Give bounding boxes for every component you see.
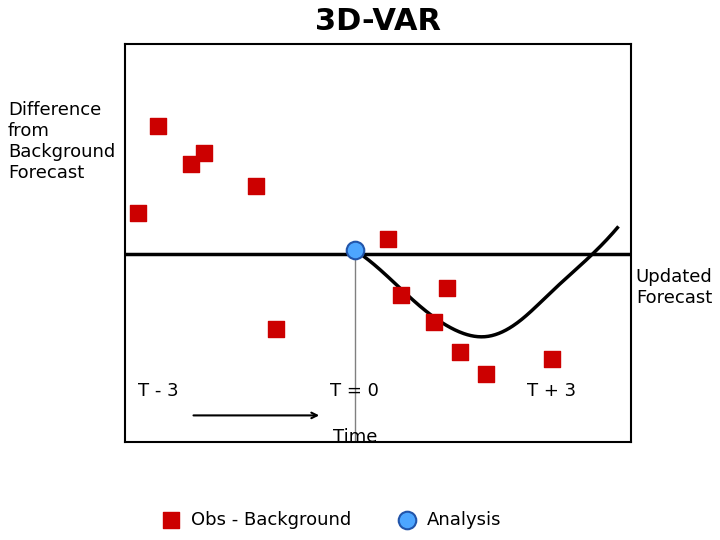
Point [480,370,492,379]
Point [349,246,361,254]
Text: T + 3: T + 3 [527,382,576,400]
Point [428,318,439,326]
Point [454,347,466,356]
Point [441,284,452,292]
Text: T - 3: T - 3 [138,382,178,400]
Point [198,148,210,157]
Text: Obs - Background: Obs - Background [191,511,351,530]
Point [382,235,393,244]
Point [185,160,197,168]
Point [270,325,282,333]
Text: T = 0: T = 0 [330,382,379,400]
Point [402,516,413,525]
Point [166,516,177,525]
Text: Analysis: Analysis [427,511,502,530]
Title: 3D-VAR: 3D-VAR [315,7,441,36]
Text: Time: Time [333,428,377,446]
Point [251,182,262,191]
Point [546,355,557,363]
Text: Difference
from
Background
Forecast: Difference from Background Forecast [8,101,115,181]
Point [132,208,144,217]
Point [395,291,407,300]
Point [152,122,163,131]
Text: Updated
Forecast: Updated Forecast [636,268,713,307]
